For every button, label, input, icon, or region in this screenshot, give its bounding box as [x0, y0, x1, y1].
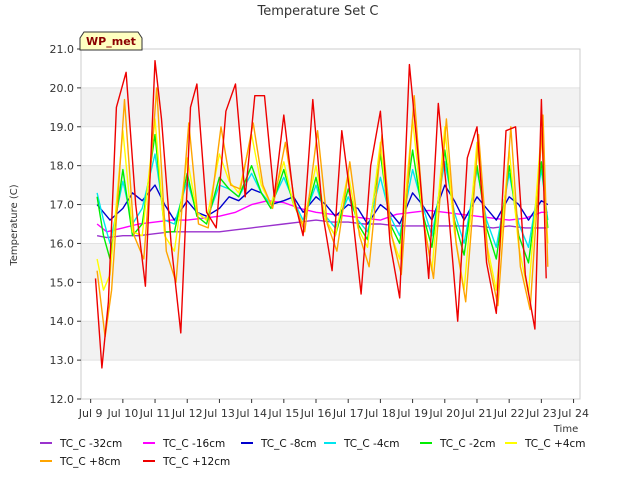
y-tick-label: 17.0 — [50, 199, 75, 212]
x-tick-label: Jul 21 — [461, 407, 493, 420]
x-tick-label: Jul 18 — [364, 407, 396, 420]
x-tick-label: Jul 14 — [235, 407, 267, 420]
y-tick-label: 12.0 — [50, 393, 75, 406]
grid-band — [81, 49, 580, 88]
x-tick-label: Jul 15 — [267, 407, 299, 420]
x-axis-ticks: Jul 9 Jul 10 Jul 11 Jul 12 Jul 13 Jul 14 Jul 1… — [78, 399, 589, 420]
series-line-7 — [94, 60, 547, 369]
legend-item: TC_C +8cm — [40, 456, 121, 468]
legend-item: TC_C -32cm — [40, 438, 122, 450]
y-tick-label: 13.0 — [50, 354, 75, 367]
plot-border — [80, 48, 581, 400]
legend-label: TC_C +8cm — [59, 456, 121, 468]
legend-item: TC_C +12cm — [143, 456, 230, 468]
chart-title: Temperature Set C — [256, 4, 378, 19]
annotation-label: WP_met — [86, 35, 136, 48]
legend-label: TC_C +12cm — [162, 456, 230, 468]
x-tick-label: Jul 20 — [428, 407, 460, 420]
legend-item: TC_C -16cm — [143, 438, 225, 450]
legend-item: TC_C -4cm — [324, 438, 400, 450]
y-tick-label: 21.0 — [50, 43, 75, 56]
legend-label: TC_C -32cm — [59, 438, 122, 450]
legend-label: TC_C -8cm — [260, 438, 317, 450]
x-tick-label: Jul 23 — [525, 407, 557, 420]
y-tick-label: 18.0 — [50, 160, 75, 173]
x-tick-label: Jul 17 — [332, 407, 364, 420]
legend-item: TC_C -2cm — [420, 438, 496, 450]
y-axis-label: Temperature (C) — [9, 184, 20, 266]
legend-item: TC_C -8cm — [241, 438, 317, 450]
grid-band — [81, 360, 580, 399]
x-tick-label: Jul 24 — [557, 407, 589, 420]
x-axis-label: Time — [553, 424, 578, 435]
y-tick-label: 14.0 — [50, 315, 75, 328]
y-axis-ticks: 12.0 13.0 14.0 15.0 16.0 17.0 18.0 19.0 20.0 21.0 — [50, 43, 81, 406]
y-tick-label: 20.0 — [50, 82, 75, 95]
x-tick-label: Jul 11 — [139, 407, 171, 420]
x-tick-label: Jul 9 — [78, 407, 103, 420]
x-tick-label: Jul 19 — [396, 407, 428, 420]
x-tick-label: Jul 10 — [106, 407, 138, 420]
series-line-6 — [96, 87, 549, 338]
legend-label: TC_C -2cm — [439, 438, 496, 450]
legend-label: TC_C -4cm — [343, 438, 400, 450]
x-tick-label: Jul 13 — [203, 407, 235, 420]
y-tick-label: 16.0 — [50, 237, 75, 250]
grid-band — [81, 87, 580, 127]
x-tick-label: Jul 12 — [171, 407, 203, 420]
annotation-box: WP_met — [79, 31, 143, 51]
legend: TC_C -32cm TC_C -16cm TC_C -8cm TC_C -4cm TC… — [40, 438, 586, 468]
plot-frame — [80, 48, 581, 400]
series-lines — [94, 60, 549, 369]
x-tick-label: Jul 16 — [300, 407, 332, 420]
grid-band — [81, 321, 580, 361]
grid-band — [81, 282, 580, 322]
legend-label: TC_C -16cm — [162, 438, 225, 450]
y-tick-label: 15.0 — [50, 276, 75, 289]
legend-item: TC_C +4cm — [505, 438, 586, 450]
x-tick-label: Jul 22 — [493, 407, 525, 420]
legend-label: TC_C +4cm — [524, 438, 586, 450]
y-tick-label: 19.0 — [50, 121, 75, 134]
grid-band — [81, 165, 580, 205]
